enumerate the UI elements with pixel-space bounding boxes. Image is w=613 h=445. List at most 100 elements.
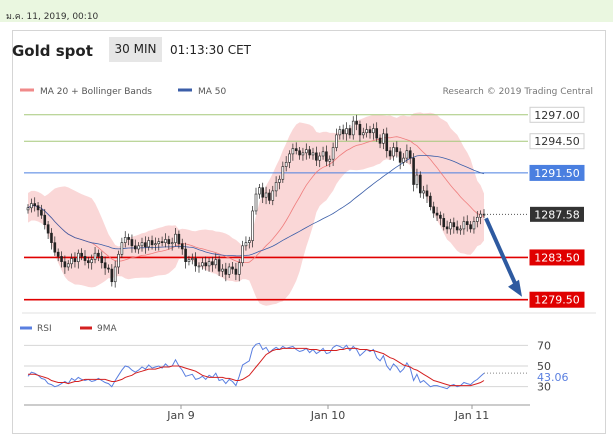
last-price-marker: 1287.58 <box>484 206 584 222</box>
candle <box>251 205 254 248</box>
last-price-box <box>530 206 584 222</box>
last-price-label: 1287.58 <box>534 208 580 221</box>
candle <box>26 204 30 214</box>
candle <box>160 236 164 247</box>
candle <box>304 143 308 160</box>
date-stamp: ม.ค. 11, 2019, 00:10 <box>6 12 99 22</box>
candle <box>358 120 362 142</box>
candle <box>43 208 47 230</box>
candle <box>415 168 419 189</box>
candle <box>221 264 224 277</box>
candle <box>180 238 184 255</box>
candle <box>429 192 432 211</box>
candle <box>442 213 446 231</box>
date-bar: ม.ค. 11, 2019, 00:10 <box>0 0 613 22</box>
candle <box>190 253 194 265</box>
forecast-arrow-head <box>508 279 522 297</box>
level-box-1291.50 <box>529 164 585 181</box>
legend-label-9ma: 9MA <box>97 324 117 334</box>
candle <box>392 142 395 161</box>
rsi-gridlines <box>24 344 528 388</box>
candle <box>378 134 382 149</box>
candle <box>439 211 442 226</box>
rsi-tick-labels: 30 50 70 43.06 <box>537 339 569 393</box>
candle <box>355 114 358 131</box>
candle <box>335 128 338 152</box>
candle <box>385 127 389 158</box>
candle <box>117 250 120 274</box>
level-label-1297.00: 1297.00 <box>534 109 580 122</box>
x-tick-label: Jan 11 <box>454 409 489 422</box>
rsi-line <box>27 342 485 390</box>
candle <box>274 176 278 197</box>
level-box-1294.50 <box>529 133 585 150</box>
candle <box>244 236 248 251</box>
forecast-arrow-shaft <box>484 217 519 289</box>
candle <box>288 150 291 169</box>
candle <box>315 146 318 167</box>
candle <box>348 124 352 139</box>
candle <box>177 230 181 249</box>
candle <box>455 220 459 234</box>
candle <box>76 249 80 269</box>
candle <box>264 186 268 205</box>
candle <box>113 260 117 288</box>
candle <box>402 153 405 167</box>
level-label-1291.50: 1291.50 <box>534 167 580 180</box>
candle <box>388 147 392 160</box>
candle <box>83 250 87 266</box>
candle <box>351 116 355 140</box>
candle <box>425 184 429 204</box>
candle <box>234 262 238 281</box>
candle <box>66 260 70 271</box>
ma20-line <box>27 136 485 263</box>
moving-averages <box>27 136 485 263</box>
candle <box>469 220 472 233</box>
candle <box>361 127 365 139</box>
x-axis-ticks: Jan 9 Jan 10 Jan 11 <box>166 405 489 422</box>
candle <box>211 256 214 272</box>
candle <box>174 227 177 247</box>
candle <box>382 128 385 150</box>
candle <box>452 217 456 234</box>
candle <box>154 237 157 251</box>
candle <box>46 220 50 239</box>
legend-label-ma50: MA 50 <box>198 87 227 97</box>
level-box-1283.50 <box>529 249 585 266</box>
candle <box>187 255 191 266</box>
candle <box>341 124 345 140</box>
candle <box>291 143 295 161</box>
candle <box>197 262 201 273</box>
chart-credit: Research © 2019 Trading Central <box>443 87 593 97</box>
candle <box>204 256 208 271</box>
candle <box>308 145 311 159</box>
candle <box>53 236 57 256</box>
level-label-1294.50: 1294.50 <box>534 135 580 148</box>
candle <box>107 264 110 273</box>
candle <box>398 148 402 170</box>
candle <box>472 216 476 234</box>
ma50-line <box>27 155 485 257</box>
level-label-1279.50: 1279.50 <box>534 294 580 307</box>
level-label-1283.50: 1283.50 <box>534 251 580 264</box>
candle <box>254 187 258 215</box>
rsi-legend: RSI 9MA <box>20 324 117 334</box>
candle <box>278 175 281 190</box>
level-box-1297.00 <box>529 106 585 123</box>
candle <box>372 123 375 140</box>
candle <box>87 256 90 269</box>
candle <box>331 142 335 167</box>
candle <box>90 254 94 270</box>
candle <box>459 225 462 235</box>
candle <box>130 234 134 253</box>
candle <box>157 237 161 251</box>
candle <box>301 147 305 161</box>
candle <box>137 242 140 254</box>
candle <box>237 259 241 282</box>
rsi-lines <box>27 342 528 390</box>
candle <box>127 233 130 246</box>
timeframe-button[interactable]: 30 MIN <box>109 37 162 62</box>
rsi-tick-50: 50 <box>537 360 551 373</box>
candle <box>227 263 231 279</box>
